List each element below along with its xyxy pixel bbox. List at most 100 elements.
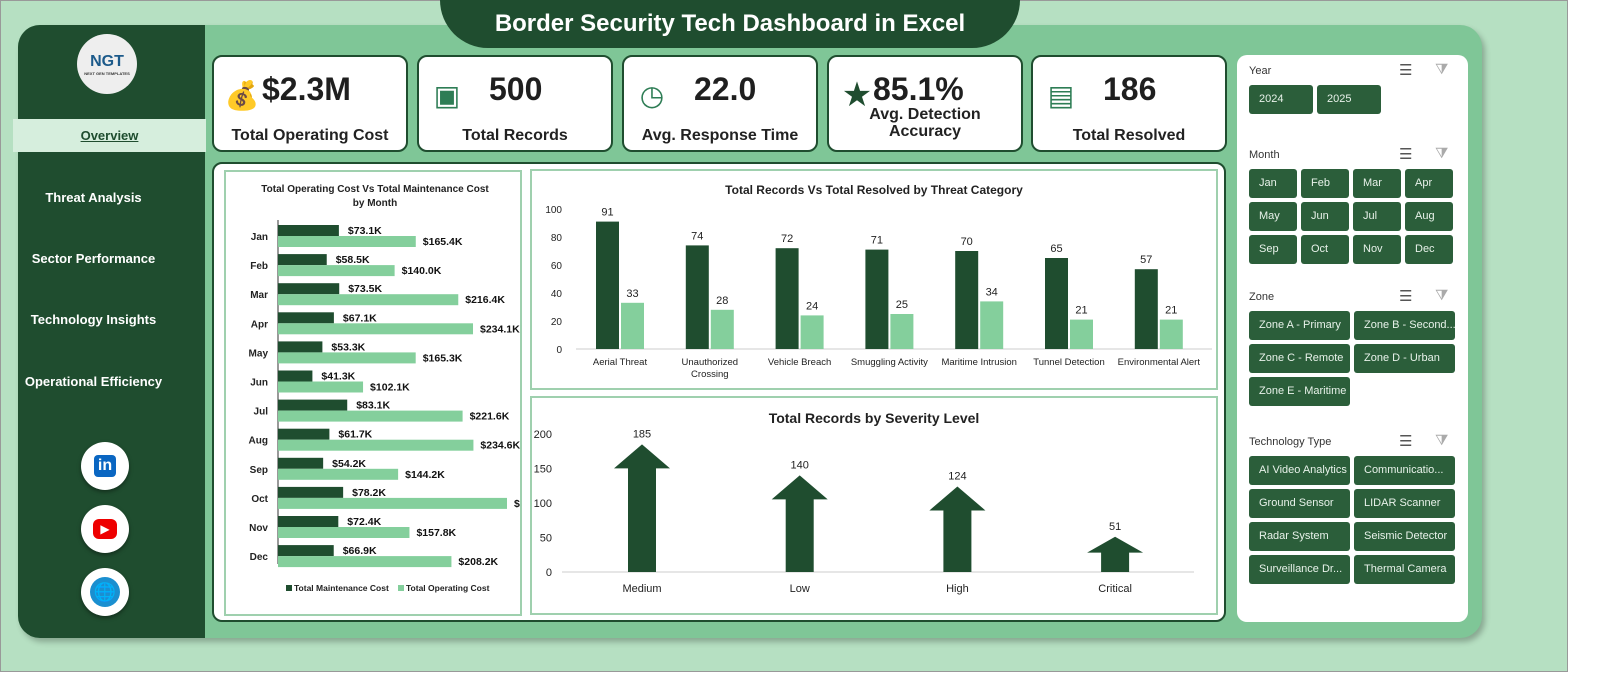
data-label: $216.4K <box>465 294 505 306</box>
category-label: Oct <box>251 494 268 505</box>
clear-filter-icon[interactable]: ⧩ <box>1435 145 1449 162</box>
data-label: 21 <box>1075 305 1087 317</box>
slicer-item[interactable]: Apr <box>1405 169 1453 198</box>
bar <box>278 236 416 247</box>
slicer-item[interactable]: Jul <box>1353 202 1401 231</box>
slicer-item[interactable]: Zone E - Maritime <box>1249 377 1350 406</box>
clear-filter-icon[interactable]: ⧩ <box>1435 287 1449 304</box>
category-label: Critical <box>1098 583 1132 595</box>
slicer-item[interactable]: Surveillance Dr... <box>1249 555 1350 584</box>
data-label: $58.5K <box>336 254 370 266</box>
y-tick-label: 200 <box>534 429 552 441</box>
slicer-item[interactable]: Feb <box>1301 169 1349 198</box>
chart-title: by Month <box>353 198 397 209</box>
kpi-card-1: ▣ 500 Total Records <box>417 55 613 152</box>
data-label: $140.0K <box>402 265 442 277</box>
slicer-item[interactable]: Dec <box>1405 235 1453 264</box>
slicer-item[interactable]: Radar System <box>1249 522 1350 551</box>
slicer-item[interactable]: 2024 <box>1249 85 1313 114</box>
sidebar-item-technology-insights[interactable]: Technology Insights <box>30 312 157 327</box>
slicer-item[interactable]: Aug <box>1405 202 1453 231</box>
data-label: $165.3K <box>423 352 463 364</box>
data-label: 33 <box>626 288 638 300</box>
slicer-label: Month <box>1249 149 1280 161</box>
data-label: $41.3K <box>321 371 355 383</box>
category-label: Medium <box>622 583 661 595</box>
slicer-item[interactable]: Communicatio... <box>1354 456 1455 485</box>
globe-icon[interactable]: 🌐 <box>81 568 129 616</box>
bar <box>278 225 339 236</box>
data-label: $72.4K <box>347 516 381 528</box>
clear-filter-icon[interactable]: ⧩ <box>1435 61 1449 78</box>
multi-select-icon[interactable]: ☰ <box>1399 62 1413 79</box>
bar <box>800 315 824 349</box>
bar <box>278 428 330 440</box>
data-label: $234.6K <box>480 440 520 452</box>
kpi-value: $2.3M <box>262 71 351 107</box>
kpi-value: 85.1% <box>873 71 964 107</box>
kpi-label: Avg. Detection Accuracy <box>869 106 981 140</box>
bar <box>1070 319 1093 349</box>
kpi-label: Avg. Response Time <box>641 127 799 144</box>
kpi-value: 22.0 <box>694 71 757 107</box>
bar <box>278 439 474 451</box>
y-tick-label: 100 <box>534 498 552 510</box>
slicer-item[interactable]: 2025 <box>1317 85 1381 114</box>
slicer-item[interactable]: Jan <box>1249 169 1297 198</box>
kpi-card-4: ▤ 186 Total Resolved <box>1031 55 1227 152</box>
category-label: Mar <box>250 290 268 301</box>
bar <box>865 249 889 349</box>
bar <box>278 545 334 557</box>
sidebar-item-operational-efficiency[interactable]: Operational Efficiency <box>24 374 163 389</box>
clear-filter-icon[interactable]: ⧩ <box>1435 432 1449 449</box>
slicer-item[interactable]: Zone D - Urban <box>1354 344 1455 373</box>
bar <box>980 301 1004 349</box>
data-label: 34 <box>986 286 998 298</box>
slicer-item[interactable]: Sep <box>1249 235 1297 264</box>
linkedin-icon[interactable]: in <box>81 442 129 490</box>
threat-category-chart: Total Records Vs Total Resolved by Threa… <box>530 169 1218 390</box>
slicer-item[interactable]: Mar <box>1353 169 1401 198</box>
chart-title: Total Operating Cost Vs Total Maintenanc… <box>261 184 489 195</box>
y-tick-label: 0 <box>546 567 552 579</box>
sidebar-item-threat-analysis[interactable]: Threat Analysis <box>45 190 142 205</box>
y-tick-label: 40 <box>551 289 563 300</box>
slicer-item[interactable]: AI Video Analytics <box>1249 456 1350 485</box>
multi-select-icon[interactable]: ☰ <box>1399 433 1413 450</box>
category-label: Nov <box>249 523 268 534</box>
sidebar-item-sector-performance[interactable]: Sector Performance <box>31 251 156 266</box>
legend-label: Total Maintenance Cost <box>294 583 389 593</box>
multi-select-icon[interactable]: ☰ <box>1399 288 1413 305</box>
category-label: Crossing <box>691 369 729 380</box>
slicer-item[interactable]: Thermal Camera <box>1354 555 1455 584</box>
clock-icon: ◷ <box>639 79 665 111</box>
kpi-label: Total Resolved <box>1072 127 1186 144</box>
page-title: Border Security Tech Dashboard in Excel <box>440 0 1020 48</box>
category-label: Sep <box>250 465 268 476</box>
youtube-icon[interactable]: ▶ <box>81 505 129 553</box>
legend-swatch <box>286 585 292 591</box>
slicer-item[interactable]: May <box>1249 202 1297 231</box>
multi-select-icon[interactable]: ☰ <box>1399 146 1413 163</box>
slicer-item[interactable]: LIDAR Scanner <box>1354 489 1455 518</box>
slicer-item[interactable]: Zone A - Primary <box>1249 311 1350 340</box>
slicer-item[interactable]: Oct <box>1301 235 1349 264</box>
kpi-card-2: ◷ 22.0 Avg. Response Time <box>622 55 818 152</box>
y-tick-label: 20 <box>551 317 563 328</box>
data-label: $73.5K <box>348 283 382 295</box>
slicer-item[interactable]: Nov <box>1353 235 1401 264</box>
kpi-value: 500 <box>489 71 543 107</box>
bar <box>775 248 799 349</box>
category-label: Unauthorized <box>682 357 739 368</box>
resolved-book-icon: ▤ <box>1047 79 1075 111</box>
bar <box>278 556 452 568</box>
bar <box>278 527 410 538</box>
slicer-item[interactable]: Zone C - Remote <box>1249 344 1350 373</box>
slicer-item[interactable]: Ground Sensor <box>1249 489 1350 518</box>
slicer-item[interactable]: Jun <box>1301 202 1349 231</box>
slicer-item[interactable]: Zone B - Second... <box>1354 311 1455 340</box>
slicer-item[interactable]: Seismic Detector <box>1354 522 1455 551</box>
data-label: $157.8K <box>416 527 456 539</box>
data-label: 74 <box>691 230 703 242</box>
sidebar-item-overview[interactable]: Overview <box>13 119 206 152</box>
